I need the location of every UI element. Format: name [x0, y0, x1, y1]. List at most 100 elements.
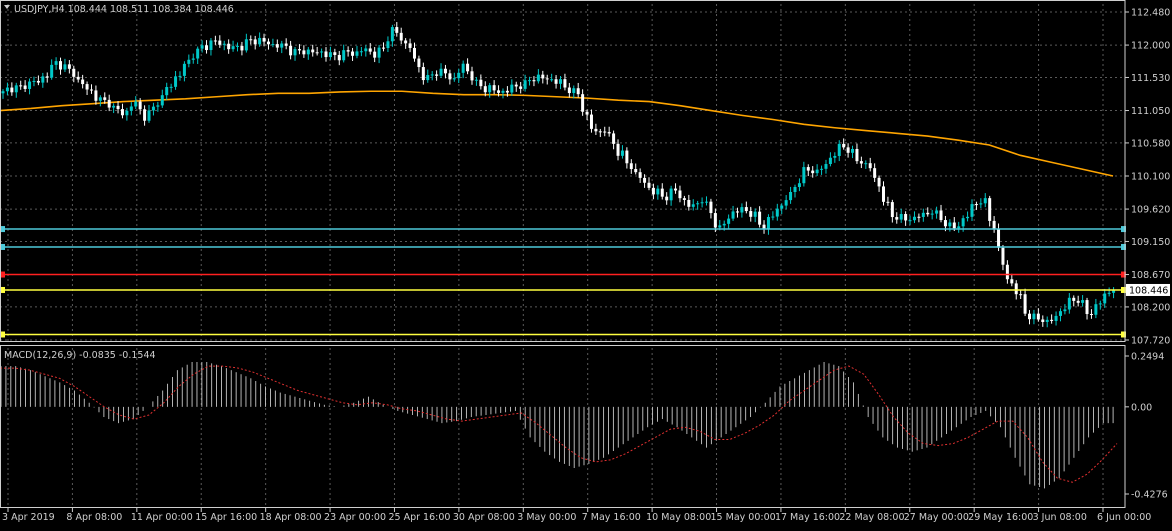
candle-body: [1103, 293, 1107, 304]
candle-body: [815, 169, 819, 174]
y-tick-label: 108.670: [1131, 270, 1170, 281]
candles: [1, 22, 1116, 328]
candle-body: [497, 90, 501, 93]
x-tick-label: 22 May 08:00: [839, 512, 904, 523]
candle-body: [1, 91, 5, 94]
candle-body: [740, 207, 744, 213]
candle-body: [1067, 297, 1071, 310]
candle-body: [89, 89, 93, 91]
level-handle[interactable]: [1121, 243, 1126, 250]
candle-body: [722, 223, 726, 226]
candle-body: [191, 58, 195, 60]
candle-body: [5, 87, 9, 92]
candle-body: [59, 61, 63, 70]
candle-body: [488, 85, 492, 93]
candle-body: [674, 188, 678, 191]
candle-body: [36, 80, 40, 83]
x-tick-label: 8 Apr 08:00: [66, 512, 122, 523]
candle-body: [926, 212, 930, 215]
level-handle[interactable]: [1121, 226, 1126, 233]
candle-body: [209, 40, 213, 51]
candle-body: [775, 208, 779, 217]
candle-body: [629, 163, 633, 170]
candle-body: [10, 87, 14, 93]
axes: [0, 0, 1129, 512]
candle-body: [567, 87, 571, 94]
x-tick-label: 23 Apr 00:00: [324, 512, 386, 523]
candle-body: [50, 64, 54, 78]
candle-body: [297, 49, 301, 51]
dropdown-triangle-icon[interactable]: [4, 5, 10, 9]
level-handle[interactable]: [0, 331, 5, 338]
x-tick-label: 3 Jun 08:00: [1033, 512, 1087, 523]
candle-body: [753, 211, 757, 217]
candle-body: [94, 90, 98, 101]
y-tick-label: 109.150: [1131, 237, 1170, 248]
candle-body: [275, 44, 279, 48]
candle-body: [687, 199, 691, 207]
candle-body: [1045, 319, 1049, 323]
candle-body: [311, 49, 315, 53]
candle-body: [1050, 319, 1054, 321]
candle-body: [23, 85, 27, 89]
x-tick-label: 15 May 00:00: [711, 512, 776, 523]
candle-body: [559, 79, 562, 84]
candle-body: [1023, 294, 1027, 314]
candle-body: [231, 46, 235, 50]
x-tick-label: 25 Apr 16:00: [388, 512, 450, 523]
candle-body: [705, 201, 709, 203]
candle-body: [147, 110, 151, 121]
candle-body: [54, 61, 58, 65]
candle-body: [846, 147, 850, 153]
candle-body: [789, 191, 793, 201]
candle-body: [868, 163, 872, 169]
x-tick-label: 7 May 16:00: [582, 512, 641, 523]
candle-body: [412, 47, 416, 59]
macd-y-tick-label: 0.2494: [1131, 352, 1164, 363]
candle-body: [735, 211, 739, 213]
level-handle[interactable]: [0, 271, 5, 278]
candle-body: [213, 40, 217, 42]
candle-body: [1063, 309, 1067, 312]
chart-title: USDJPY,H4 108.444 108.511 108.384 108.44…: [14, 4, 234, 15]
candle-body: [895, 217, 899, 220]
level-handle[interactable]: [0, 226, 5, 233]
level-handle[interactable]: [0, 243, 5, 250]
candle-body: [638, 172, 642, 178]
candle-body: [452, 78, 456, 80]
candle-body: [289, 45, 293, 56]
level-handle[interactable]: [0, 286, 5, 293]
candle-body: [682, 198, 686, 200]
candle-body: [1107, 292, 1111, 294]
candle-body: [957, 226, 961, 229]
level-handle[interactable]: [1121, 331, 1126, 338]
candle-body: [992, 220, 996, 229]
candle-body: [355, 51, 359, 56]
candle-body: [266, 41, 270, 45]
candle-body: [271, 44, 275, 46]
candle-body: [63, 64, 67, 70]
candle-body: [165, 87, 169, 96]
candle-body: [1098, 303, 1102, 305]
candle-body: [41, 76, 45, 83]
candle-body: [713, 213, 717, 228]
candle-body: [474, 79, 478, 81]
candle-body: [160, 95, 164, 106]
candle-body: [970, 204, 974, 217]
x-tick-label: 6 Jun 00:00: [1097, 512, 1151, 523]
candle-body: [1010, 279, 1014, 284]
horizontal-levels[interactable]: [0, 226, 1126, 338]
level-handle[interactable]: [1121, 271, 1126, 278]
candle-body: [917, 216, 921, 218]
level-handle[interactable]: [1121, 286, 1126, 293]
candle-body: [408, 43, 412, 48]
candle-body: [116, 105, 120, 110]
candle-body: [67, 64, 71, 69]
candle-body: [174, 76, 178, 87]
candle-body: [258, 37, 262, 45]
candle-body: [76, 76, 80, 80]
candle-body: [196, 48, 200, 59]
candle-body: [793, 187, 797, 192]
